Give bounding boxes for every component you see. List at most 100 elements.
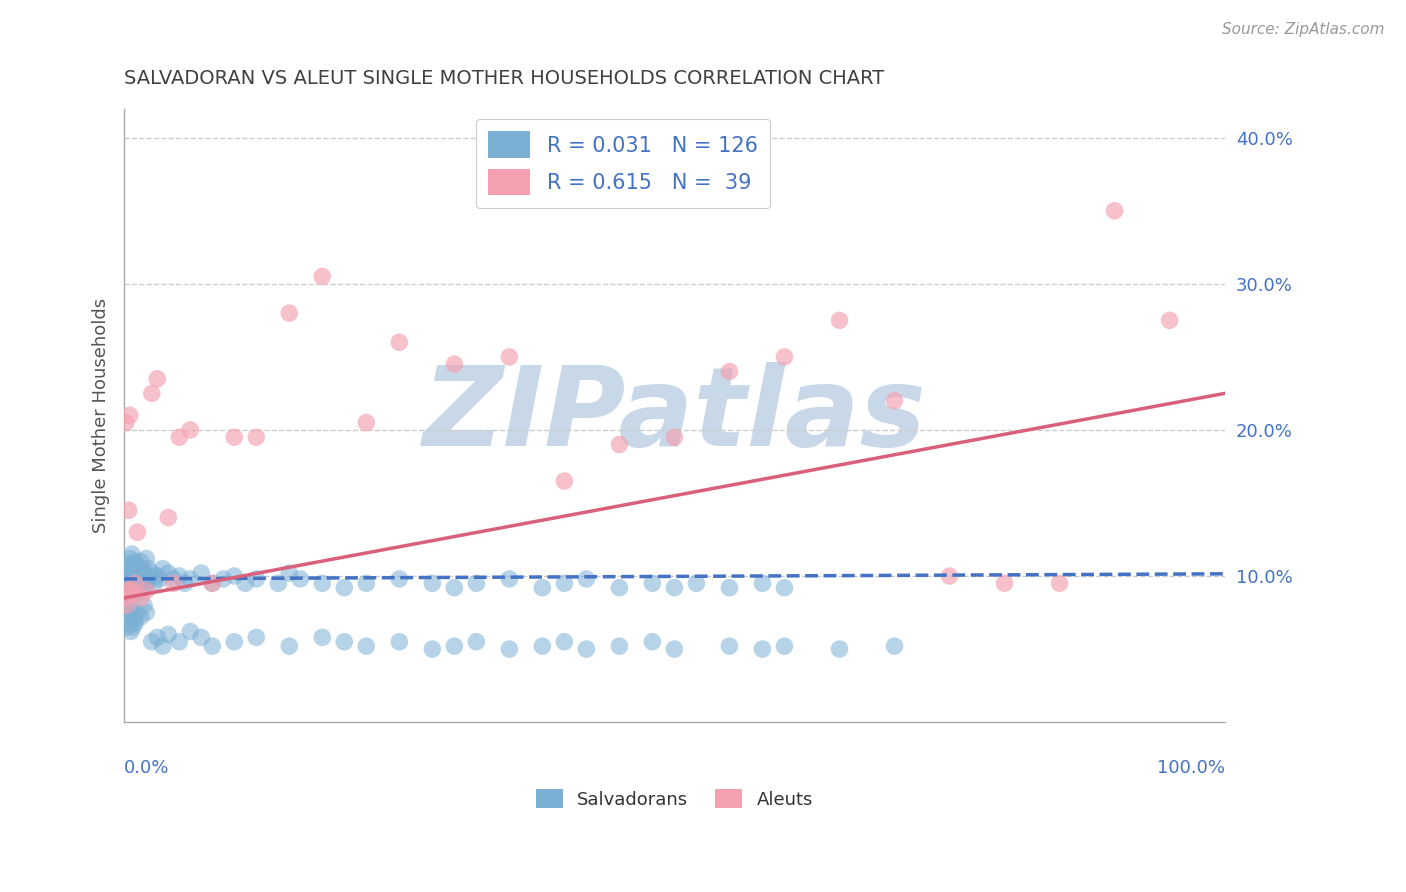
Point [311, 576, 333, 591]
Point [224, 634, 246, 648]
Point [465, 576, 488, 591]
Point [267, 576, 290, 591]
Point [146, 631, 169, 645]
Point [117, 562, 139, 576]
Point [115, 581, 138, 595]
Point [122, 581, 145, 595]
Point [152, 562, 174, 576]
Point [553, 634, 575, 648]
Point [118, 583, 141, 598]
Point [664, 430, 686, 444]
Point [128, 566, 150, 580]
Point [146, 372, 169, 386]
Point [117, 615, 139, 630]
Point [1049, 576, 1071, 591]
Point [498, 572, 520, 586]
Point [609, 581, 631, 595]
Point [122, 586, 145, 600]
Point [751, 642, 773, 657]
Point [124, 576, 146, 591]
Point [138, 562, 160, 576]
Point [201, 639, 224, 653]
Point [356, 639, 378, 653]
Point [212, 572, 235, 586]
Point [883, 393, 905, 408]
Point [118, 576, 141, 591]
Point [115, 620, 138, 634]
Point [146, 569, 169, 583]
Point [718, 364, 741, 378]
Point [333, 581, 356, 595]
Point [131, 562, 153, 576]
Point [773, 350, 796, 364]
Point [148, 572, 170, 586]
Point [120, 581, 142, 595]
Point [531, 639, 554, 653]
Point [132, 572, 155, 586]
Point [132, 566, 155, 580]
Point [115, 576, 138, 591]
Point [751, 576, 773, 591]
Point [167, 430, 190, 444]
Point [115, 586, 138, 600]
Point [122, 613, 145, 627]
Point [115, 416, 138, 430]
Point [117, 610, 139, 624]
Point [278, 639, 301, 653]
Point [443, 357, 465, 371]
Legend: Salvadorans, Aleuts: Salvadorans, Aleuts [527, 780, 823, 818]
Point [129, 554, 152, 568]
Point [641, 634, 664, 648]
Text: ZIPatlas: ZIPatlas [423, 362, 927, 469]
Point [278, 306, 301, 320]
Point [173, 576, 195, 591]
Point [167, 634, 190, 648]
Point [127, 586, 149, 600]
Point [311, 631, 333, 645]
Point [356, 416, 378, 430]
Point [117, 572, 139, 586]
Point [167, 569, 190, 583]
Point [575, 642, 598, 657]
Point [245, 430, 267, 444]
Point [828, 313, 851, 327]
Point [443, 581, 465, 595]
Point [443, 639, 465, 653]
Point [122, 586, 145, 600]
Point [122, 558, 145, 572]
Point [121, 547, 143, 561]
Point [498, 642, 520, 657]
Point [135, 551, 157, 566]
Point [311, 269, 333, 284]
Point [120, 583, 142, 598]
Point [134, 576, 156, 591]
Point [420, 576, 443, 591]
Point [122, 566, 145, 580]
Point [883, 639, 905, 653]
Point [115, 599, 138, 613]
Point [152, 639, 174, 653]
Point [233, 576, 256, 591]
Point [157, 510, 180, 524]
Point [498, 350, 520, 364]
Text: 0.0%: 0.0% [124, 759, 170, 777]
Point [245, 631, 267, 645]
Point [135, 606, 157, 620]
Point [179, 423, 201, 437]
Point [278, 566, 301, 580]
Point [718, 581, 741, 595]
Point [141, 566, 163, 580]
Point [157, 627, 180, 641]
Point [114, 606, 136, 620]
Point [120, 624, 142, 639]
Point [118, 606, 141, 620]
Point [115, 566, 138, 580]
Point [609, 639, 631, 653]
Point [117, 503, 139, 517]
Point [138, 572, 160, 586]
Point [129, 576, 152, 591]
Point [553, 576, 575, 591]
Point [121, 576, 143, 591]
Point [141, 634, 163, 648]
Point [553, 474, 575, 488]
